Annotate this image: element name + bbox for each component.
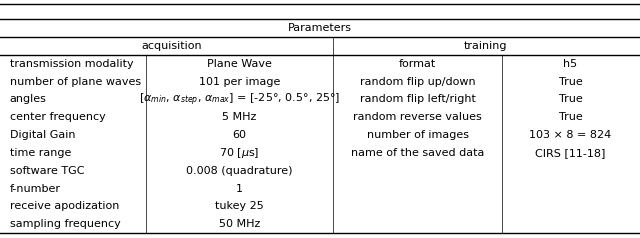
- Text: 1: 1: [236, 183, 243, 194]
- Text: Parameters: Parameters: [288, 23, 352, 33]
- Text: True: True: [559, 112, 582, 122]
- Text: software TGC: software TGC: [10, 166, 84, 176]
- Text: 103 × 8 = 824: 103 × 8 = 824: [529, 130, 612, 140]
- Text: True: True: [559, 76, 582, 87]
- Text: Plane Wave: Plane Wave: [207, 59, 272, 69]
- Text: name of the saved data: name of the saved data: [351, 148, 484, 158]
- Text: 101 per image: 101 per image: [198, 76, 280, 87]
- Text: format: format: [399, 59, 436, 69]
- Text: time range: time range: [10, 148, 71, 158]
- Text: f-number: f-number: [10, 183, 61, 194]
- Text: random flip left/right: random flip left/right: [360, 94, 476, 104]
- Text: True: True: [559, 94, 582, 104]
- Text: training: training: [464, 41, 508, 51]
- Text: number of plane waves: number of plane waves: [10, 76, 141, 87]
- Text: h5: h5: [563, 59, 578, 69]
- Text: receive apodization: receive apodization: [10, 201, 119, 212]
- Text: tukey 25: tukey 25: [215, 201, 264, 212]
- Text: [$\alpha_{min}$, $\alpha_{step}$, $\alpha_{max}$] = [-25°, 0.5°, 25°]: [$\alpha_{min}$, $\alpha_{step}$, $\alph…: [139, 91, 340, 108]
- Text: transmission modality: transmission modality: [10, 59, 133, 69]
- Text: CIRS [11-18]: CIRS [11-18]: [536, 148, 605, 158]
- Text: sampling frequency: sampling frequency: [10, 219, 120, 229]
- Text: 50 MHz: 50 MHz: [219, 219, 260, 229]
- Text: angles: angles: [10, 94, 47, 104]
- Text: 70 [$\mu$s]: 70 [$\mu$s]: [219, 146, 260, 160]
- Text: 60: 60: [232, 130, 246, 140]
- Text: 0.008 (quadrature): 0.008 (quadrature): [186, 166, 292, 176]
- Text: center frequency: center frequency: [10, 112, 106, 122]
- Text: number of images: number of images: [367, 130, 468, 140]
- Text: random reverse values: random reverse values: [353, 112, 482, 122]
- Text: random flip up/down: random flip up/down: [360, 76, 476, 87]
- Text: Digital Gain: Digital Gain: [10, 130, 75, 140]
- Text: 5 MHz: 5 MHz: [222, 112, 257, 122]
- Text: acquisition: acquisition: [141, 41, 202, 51]
